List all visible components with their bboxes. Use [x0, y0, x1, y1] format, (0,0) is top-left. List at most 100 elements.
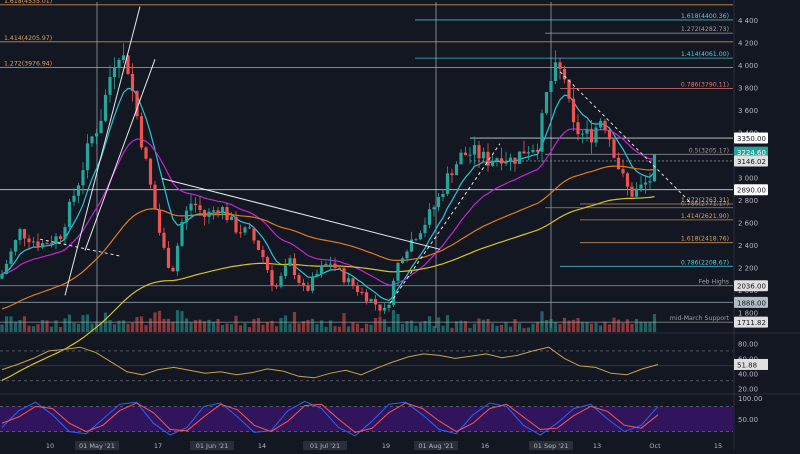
candle-body — [463, 152, 468, 156]
volume-bar — [90, 323, 94, 332]
price-badge-2: 3146.02 — [737, 158, 766, 166]
volume-bar — [171, 321, 175, 332]
volume-bar — [22, 316, 27, 332]
volume-bar — [391, 310, 396, 332]
price-badge-bg-0 — [734, 132, 768, 144]
candle-body — [616, 157, 621, 170]
candle-body — [445, 173, 450, 194]
volume-bar — [238, 325, 243, 332]
volume-bar — [522, 328, 526, 332]
volume-bar — [499, 324, 504, 332]
price-tick-label: 2 400 — [738, 242, 758, 250]
volume-bar — [612, 317, 616, 332]
volume-bar — [603, 321, 607, 332]
volume-bar — [540, 311, 544, 332]
volume-bar — [211, 321, 216, 332]
candle-body — [94, 133, 99, 137]
candle-body — [22, 229, 27, 239]
volume-bar — [315, 324, 319, 332]
candle-body — [634, 188, 639, 197]
candle-body — [175, 245, 180, 272]
candle-body — [301, 282, 306, 286]
price-badge-6: 1711.82 — [737, 319, 766, 327]
candle-body — [328, 263, 333, 265]
volume-bar — [544, 319, 549, 332]
volume-bar — [36, 324, 40, 332]
candle-body — [625, 173, 630, 187]
price-badge-4: 2036.00 — [737, 283, 766, 291]
volume-bar — [45, 320, 49, 332]
volume-bar — [148, 318, 153, 332]
volume-bar — [288, 323, 292, 332]
candle-body — [450, 173, 454, 176]
price-badge-bg-4 — [734, 280, 768, 292]
volume-bar — [247, 327, 252, 332]
volume-bar — [436, 317, 441, 332]
time-axis[interactable]: 10 01 May '21 17 01 Jun '21 14 01 Jul '21 19 01… — [46, 441, 722, 450]
volume-bar — [553, 322, 558, 332]
volume-bar — [481, 319, 486, 332]
candle-body — [238, 232, 243, 234]
candle-body — [423, 224, 427, 234]
volume-bar — [175, 310, 180, 332]
volume-bar — [4, 316, 9, 332]
candle-body — [234, 216, 238, 233]
candle-body — [360, 291, 364, 293]
volume-bar — [351, 322, 355, 332]
volume-bar — [166, 318, 171, 332]
stoch-tick-label: 50.00 — [738, 416, 758, 424]
time-tick-label: 14 — [258, 442, 266, 450]
candle-body — [202, 210, 207, 217]
volume-bar — [639, 321, 643, 332]
time-tick-label: 01 Sep '21 — [534, 442, 569, 450]
volume-bar — [549, 319, 553, 332]
volume-bar — [198, 319, 202, 332]
candle-body — [567, 79, 571, 99]
volume-bar — [297, 323, 301, 332]
price-tick-label: 3 600 — [738, 107, 758, 115]
time-tick-bg-5 — [303, 441, 347, 450]
volume-bar — [580, 322, 585, 332]
trend-annotations — [39, 6, 691, 304]
fib-label-0: 1.618(4535.01) — [4, 0, 52, 5]
volume-bar — [184, 318, 189, 332]
stochastic-panel[interactable]: 50.00 100.00 — [0, 395, 763, 437]
fib-label-3: 1.618(4400.36) — [681, 13, 729, 20]
volume-bar — [472, 323, 477, 332]
volume-bar — [328, 320, 333, 332]
volume-bar — [445, 315, 450, 332]
candle-body — [405, 251, 409, 259]
volume-bar — [378, 316, 382, 332]
candle-body — [292, 258, 297, 276]
volume-bar — [346, 326, 351, 332]
volume-bar — [589, 323, 594, 332]
candle-body — [49, 242, 54, 244]
time-tick-label: 17 — [154, 442, 162, 450]
volume-bar — [432, 325, 436, 332]
volume-bar — [504, 321, 508, 332]
candle-body — [432, 207, 436, 210]
candle-body — [139, 116, 144, 148]
candle-body — [279, 276, 283, 287]
candle-body — [549, 81, 553, 93]
candle-body — [342, 268, 346, 283]
volume-bar — [76, 324, 81, 332]
candle-body — [630, 186, 634, 197]
candle-body — [589, 128, 594, 143]
volume-bar — [562, 317, 567, 332]
candle-body — [454, 164, 459, 176]
volume-bar — [139, 316, 144, 332]
candle-body — [265, 257, 270, 271]
candle-body — [252, 228, 256, 241]
candle-body — [522, 151, 526, 154]
volume-bar — [72, 322, 76, 332]
candle-body — [436, 197, 441, 208]
fib-label-11: 1.618(2418.76) — [681, 236, 729, 243]
volume-bar — [112, 324, 117, 332]
candle-body — [153, 184, 157, 210]
